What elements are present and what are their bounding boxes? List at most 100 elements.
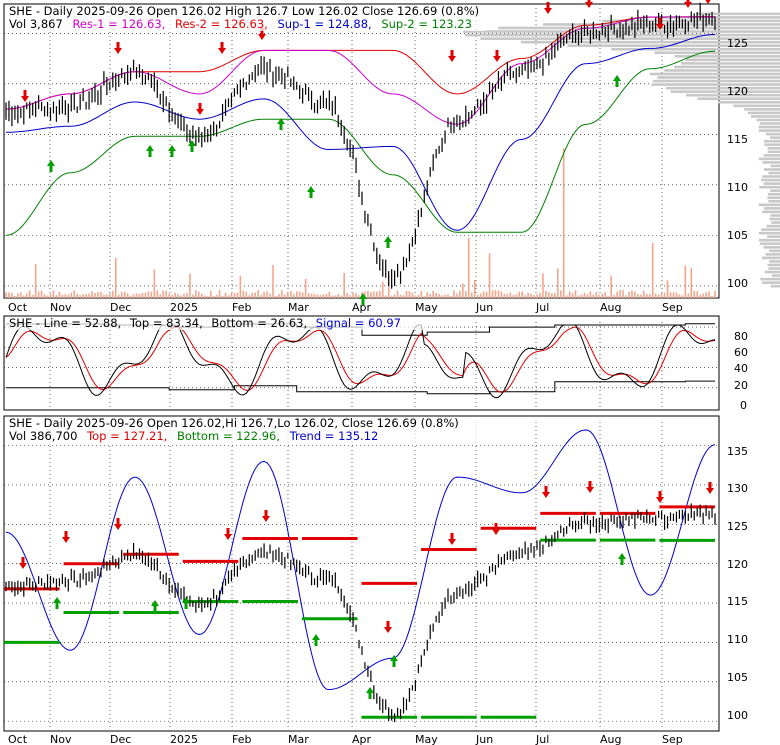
sell-arrow: [218, 42, 226, 54]
price-header-title: SHE - Daily 2025-09-26 Open 126.02 High …: [9, 4, 479, 18]
volume-bar: [438, 293, 440, 298]
volume-bar: [634, 291, 636, 298]
buy-arrow: [182, 597, 190, 609]
x-tick-label: May: [415, 733, 438, 745]
volume-bar: [103, 294, 105, 298]
buy-arrow: [366, 687, 374, 699]
price-panel: 125 120 115 110 105 100 Oct Nov Dec 2025…: [3, 0, 780, 314]
volume-bar: [562, 148, 565, 298]
volume-bar: [289, 291, 292, 298]
volume-profile-bar: [733, 104, 780, 108]
sell-arrow: [258, 28, 266, 40]
volume-bar: [675, 292, 678, 298]
price-tick-label: 110: [727, 181, 748, 194]
volume-bar: [292, 294, 295, 298]
volume-bar: [444, 294, 446, 298]
volume-bar: [399, 294, 402, 298]
buy-arrow: [359, 293, 367, 305]
volume-bar: [568, 291, 571, 298]
volume-bar: [459, 290, 461, 298]
trend-tick-label: 105: [727, 671, 748, 684]
volume-bar: [251, 292, 254, 298]
volume-profile-bar: [498, 26, 780, 30]
volume-bar: [423, 295, 426, 298]
volume-bar: [660, 293, 663, 298]
price-header-vol: Vol 3,867: [9, 17, 63, 31]
buy-arrow: [277, 118, 285, 130]
volume-profile-bar: [681, 62, 780, 65]
volume-bar: [640, 294, 642, 298]
sell-arrow: [196, 103, 204, 115]
volume-bar: [687, 293, 690, 298]
volume-profile-bar: [611, 47, 780, 51]
volume-profile-bar: [771, 274, 780, 277]
trend-panel-frame: [3, 415, 720, 732]
volume-profile-bar: [765, 253, 780, 256]
volume-bar: [168, 293, 170, 298]
volume-bar: [470, 292, 473, 298]
volume-bar: [120, 291, 123, 298]
volume-bar: [467, 238, 470, 298]
buy-arrow: [168, 145, 176, 157]
volume-bar: [500, 291, 503, 298]
price-header-sup2: Sup-2 = 123.23: [381, 17, 472, 31]
sell-arrow: [585, 0, 593, 8]
volume-bar: [524, 295, 526, 298]
volume-profile-bar: [520, 40, 780, 44]
volume-bar: [195, 290, 197, 298]
trend-y-axis: 135 130 125 120 115 110 105 100: [727, 445, 748, 722]
volume-bar: [711, 295, 713, 298]
volume-bar: [545, 291, 547, 298]
volume-bar: [11, 293, 13, 298]
volume-bar: [485, 291, 488, 298]
volume-bar: [73, 290, 76, 298]
volume-bar: [88, 293, 90, 298]
volume-bar: [479, 293, 482, 298]
sell-arrow: [21, 90, 29, 102]
volume-bar: [666, 280, 669, 298]
volume-profile-bar: [770, 214, 780, 217]
volume-bar: [610, 275, 612, 298]
volume-bar: [654, 293, 657, 298]
sell-arrow: [705, 0, 711, 4]
volume-bar: [20, 292, 22, 298]
volume-bar: [648, 294, 651, 298]
volume-bar: [465, 291, 467, 298]
sell-arrow: [656, 18, 664, 30]
volume-bar: [705, 292, 707, 298]
volume-bar: [257, 290, 259, 298]
volume-bar: [387, 274, 390, 298]
volume-bar: [85, 294, 87, 298]
volume-bar: [497, 290, 500, 298]
volume-bar: [509, 292, 512, 298]
volume-bar: [91, 291, 93, 298]
volume-bar: [405, 290, 408, 298]
trend-header-top: Top = 127.21,: [86, 429, 167, 443]
sell-arrow: [656, 491, 664, 503]
volume-profile-bar: [770, 189, 780, 192]
volume-profile-bar: [756, 118, 780, 122]
volume-bar: [690, 267, 693, 298]
x-tick-label: 2025: [170, 733, 198, 745]
volume-bar: [512, 295, 515, 298]
volume-bar: [307, 293, 310, 298]
volume-bar: [325, 293, 328, 298]
volume-bar: [373, 291, 375, 298]
volume-profile-bar: [657, 76, 780, 79]
volume-profile-bar: [685, 93, 780, 97]
volume-profile-bar: [759, 242, 780, 246]
volume-bar: [533, 294, 535, 298]
sell-arrow: [684, 0, 692, 8]
x-tick-label: Nov: [50, 733, 72, 745]
volume-profile-bar: [758, 238, 780, 242]
x-tick-label: Mar: [288, 733, 309, 745]
osc-tick-label: 80: [734, 330, 748, 343]
volume-profile-bar: [761, 178, 780, 182]
bottom-line: [6, 380, 715, 395]
volume-bar: [141, 293, 144, 298]
volume-profile-bar: [764, 270, 780, 274]
volume-profile-bar: [761, 256, 780, 260]
volume-profile-bar: [769, 217, 780, 221]
volume-bar: [295, 291, 298, 298]
